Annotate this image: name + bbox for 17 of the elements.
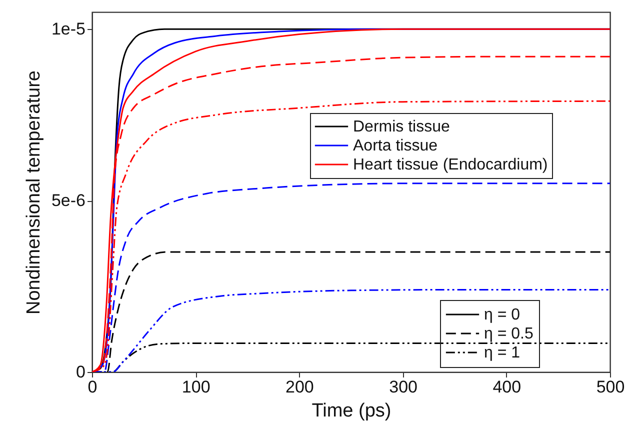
x-tick-label: 300 <box>389 378 418 396</box>
annotation: η = 0.5 <box>484 326 534 342</box>
x-tick-label: 200 <box>286 378 314 396</box>
x-tick-label: 0 <box>88 378 98 396</box>
y-tick-label: 0 <box>76 362 86 382</box>
x-tick-label: 500 <box>596 378 625 396</box>
y-tick-label: 5e-6 <box>51 191 86 210</box>
x-tick-label: 100 <box>182 378 210 396</box>
legend-label: Aorta tissue <box>353 138 438 154</box>
legend-label: Dermis tissue <box>353 118 450 136</box>
annotation: η = 1 <box>484 344 520 362</box>
x-tick-label: 400 <box>492 378 522 396</box>
x-axis-title: Time (ps) <box>312 400 392 422</box>
legend-label: Heart tissue (Endocardium) <box>353 156 548 174</box>
annotation: η = 0 <box>484 306 520 324</box>
y-axis-title: Nondimensional temperature <box>23 70 44 314</box>
y-tick-label: 1e-5 <box>51 20 86 39</box>
